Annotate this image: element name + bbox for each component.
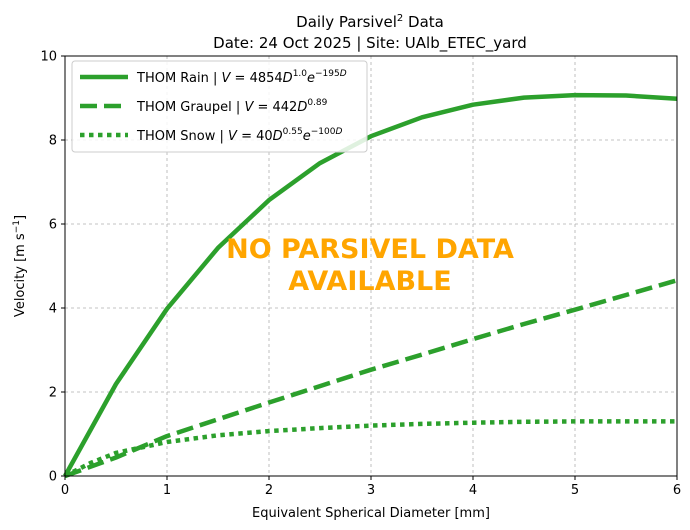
legend-entry-snow: THOM Snow | V = 40D0.55e−100D — [80, 127, 342, 144]
x-tick-label: 1 — [163, 483, 171, 498]
x-tick-label: 0 — [61, 483, 69, 498]
y-tick-label: 10 — [40, 50, 57, 65]
x-tick-label: 5 — [571, 483, 579, 498]
x-tick-label: 4 — [469, 483, 477, 498]
series-layer — [63, 92, 678, 479]
legend-box — [71, 60, 368, 153]
legend: THOM Rain | V = 4854D1.0e−195D THOM Grau… — [71, 60, 368, 153]
y-tick-label: 6 — [49, 218, 57, 233]
legend-entry-rain: THOM Rain | V = 4854D1.0e−195D — [80, 69, 347, 86]
y-tick-label: 2 — [49, 386, 57, 401]
x-tick-label: 3 — [367, 483, 375, 498]
x-axis-label: Equivalent Spherical Diameter [mm] — [252, 506, 490, 521]
y-tick-label: 8 — [49, 134, 57, 149]
series-line-thom-rain — [63, 92, 678, 478]
legend-label-graupel: THOM Graupel | V = 442D0.89 — [136, 98, 328, 115]
legend-label-rain: THOM Rain | V = 4854D1.0e−195D — [136, 69, 347, 86]
x-tick-label: 6 — [673, 483, 681, 498]
chart-title-line1: Daily Parsivel2 Data — [296, 13, 444, 31]
series-line-thom-graupel — [64, 278, 678, 479]
no-data-annotation-line1: NO PARSIVEL DATA — [226, 234, 514, 265]
series-line-thom-snow — [63, 419, 677, 479]
legend-label-snow: THOM Snow | V = 40D0.55e−100D — [136, 127, 342, 144]
grid — [65, 56, 677, 476]
y-axis-label: Velocity [m s−1] — [12, 215, 28, 317]
y-tick-label: 0 — [49, 470, 57, 485]
ticks: 0 1 2 3 4 5 6 0 2 4 6 8 10 — [40, 50, 681, 499]
legend-entry-graupel: THOM Graupel | V = 442D0.89 — [80, 98, 328, 115]
x-tick-label: 2 — [265, 483, 273, 498]
no-data-annotation-line2: AVAILABLE — [288, 266, 451, 297]
y-tick-label: 4 — [49, 302, 57, 317]
chart-title-line2: Date: 24 Oct 2025 | Site: UAlb_ETEC_yard — [213, 34, 527, 53]
